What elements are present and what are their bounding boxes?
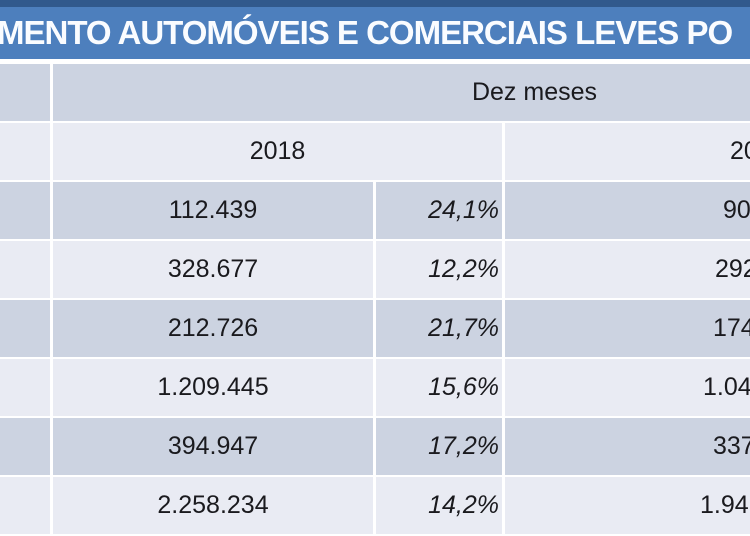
table-row: 112.439 24,1% 90 [0,182,750,239]
pct-change-cell: 17,2% [376,418,502,475]
value-2018-cell: 328.677 [53,241,373,298]
data-table: Dez meses 2018 20 112.439 24,1% 90 328.6… [0,64,750,536]
table-row: 2.258.234 14,2% 1.94 [0,477,750,534]
slide-title-text: MENTO AUTOMÓVEIS E COMERCIAIS LEVES PO [0,14,733,51]
table-row: 394.947 17,2% 337 [0,418,750,475]
pct-change-cell: 24,1% [376,182,502,239]
slide-title-bar: MENTO AUTOMÓVEIS E COMERCIAIS LEVES PO [0,7,750,59]
pct-change-cell: 14,2% [376,477,502,534]
table-row-period-header: Dez meses [0,64,750,121]
value-2018-cell: 394.947 [53,418,373,475]
value-2018-cell: 1.209.445 [53,359,373,416]
row-label-cell [0,477,50,534]
year-2018-header-cell: 2018 [53,123,502,180]
pct-change-cell: 15,6% [376,359,502,416]
table-row: 328.677 12,2% 292 [0,241,750,298]
value-2019-cell: 337 [505,418,750,475]
row-label-cell [0,64,50,121]
value-2018-cell: 2.258.234 [53,477,373,534]
value-2019-cell: 292 [505,241,750,298]
value-2018-cell: 112.439 [53,182,373,239]
row-label-cell [0,418,50,475]
value-2018-cell: 212.726 [53,300,373,357]
pct-change-cell: 12,2% [376,241,502,298]
value-2019-cell: 1.04 [505,359,750,416]
period-header-cell: Dez meses [53,64,750,121]
value-2019-cell: 90 [505,182,750,239]
row-label-cell [0,359,50,416]
row-label-cell [0,182,50,239]
table-row: 212.726 21,7% 174 [0,300,750,357]
table-row-year-header: 2018 20 [0,123,750,180]
table-row: 1.209.445 15,6% 1.04 [0,359,750,416]
value-2019-cell: 1.94 [505,477,750,534]
row-label-cell [0,241,50,298]
value-2019-cell: 174 [505,300,750,357]
title-top-border [0,0,750,7]
pct-change-cell: 21,7% [376,300,502,357]
year-2019-header-cell: 20 [505,123,750,180]
row-label-cell [0,123,50,180]
row-label-cell [0,300,50,357]
